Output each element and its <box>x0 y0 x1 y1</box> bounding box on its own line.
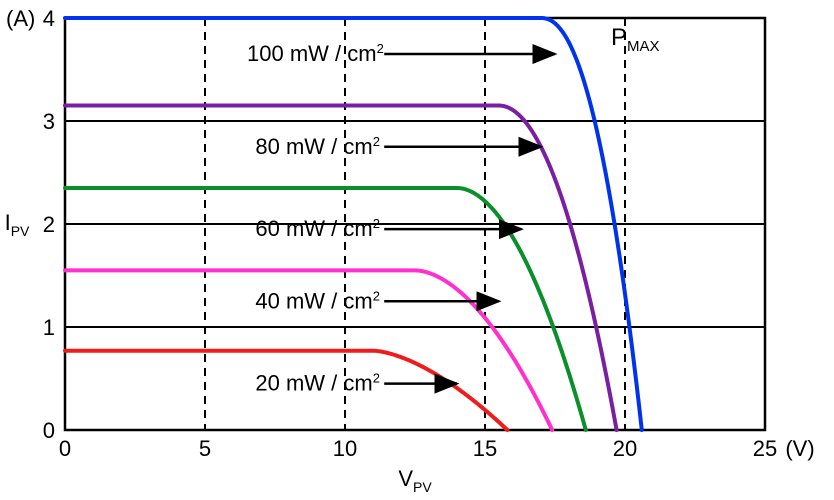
ytick-3: 3 <box>43 109 55 134</box>
x-unit-label: (V) <box>785 436 814 461</box>
xtick-0: 0 <box>59 436 71 461</box>
series-label-100mw: 100 mW / cm2 <box>247 41 384 66</box>
xtick-5: 5 <box>199 436 211 461</box>
series-label-80mw: 80 mW / cm2 <box>255 134 380 159</box>
series-label-20mw: 20 mW / cm2 <box>255 371 380 396</box>
series-label-40mw: 40 mW / cm2 <box>255 288 380 313</box>
ytick-2: 2 <box>43 212 55 237</box>
xtick-25: 25 <box>753 436 777 461</box>
xtick-15: 15 <box>473 436 497 461</box>
ytick-1: 1 <box>43 315 55 340</box>
chart-svg: 100 mW / cm2 80 mW / cm2 60 mW / cm2 40 mW … <box>0 0 834 500</box>
series-label-60mw: 60 mW / cm2 <box>255 216 380 241</box>
xtick-10: 10 <box>333 436 357 461</box>
xtick-20: 20 <box>613 436 637 461</box>
ytick-4: 4 <box>43 6 55 31</box>
iv-curve-chart: 100 mW / cm2 80 mW / cm2 60 mW / cm2 40 mW … <box>0 0 834 500</box>
panel-label: (A) <box>6 6 35 31</box>
ytick-0: 0 <box>43 418 55 443</box>
